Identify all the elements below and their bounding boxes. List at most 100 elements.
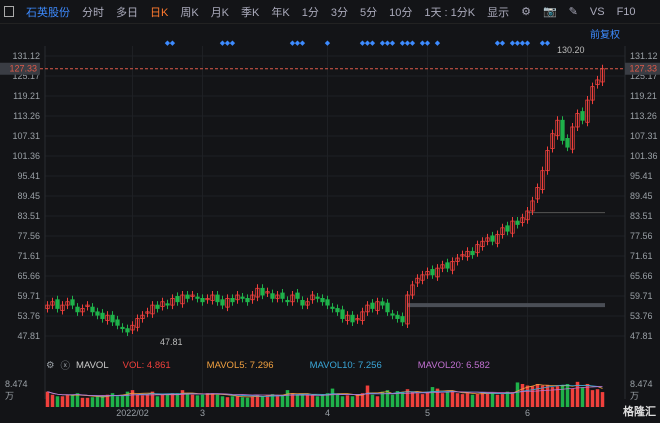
volume-bar: [280, 394, 285, 407]
volume-bar: [580, 387, 585, 407]
gear-icon[interactable]: ⚙: [46, 359, 55, 371]
tab-4[interactable]: 月K: [210, 6, 230, 19]
volume-bar: [540, 385, 545, 407]
price-tick-right: 71.61: [630, 251, 653, 261]
last-price-label: 127.33: [9, 64, 37, 74]
candle: [210, 294, 215, 301]
volume-bar: [330, 388, 335, 407]
price-tick: 83.51: [17, 211, 40, 221]
candle: [180, 294, 185, 305]
tab-9[interactable]: 5分: [359, 6, 378, 19]
volume-bar: [220, 396, 225, 407]
volume-bar: [535, 383, 540, 407]
price-tick: 65.66: [17, 271, 40, 281]
event-marker: ◆: [500, 40, 506, 47]
volume-bar: [410, 391, 415, 407]
event-marker: ◆: [525, 40, 531, 47]
volume-legend: ⚙ ⓧ MAVOL VOL: 4.861 MAVOL5: 7.296 MAVOL…: [46, 358, 496, 373]
tab-5[interactable]: 季K: [241, 6, 260, 19]
price-tick-right: 125.17: [630, 71, 658, 81]
candle: [435, 267, 440, 278]
volume-bar: [495, 394, 500, 407]
tab-1[interactable]: 多日: [116, 6, 138, 19]
candle: [220, 299, 225, 306]
tab-10[interactable]: 10分: [389, 6, 413, 19]
volume-bar: [140, 395, 145, 407]
volume-axis-top-right: 8.474: [630, 379, 653, 389]
volume-bar: [595, 389, 600, 407]
candle: [330, 306, 335, 309]
sidebar-toggle-icon[interactable]: [4, 6, 14, 17]
volume-bar: [215, 394, 220, 407]
volume-bar: [375, 396, 380, 407]
tab-6[interactable]: 年K: [271, 6, 290, 19]
volume-bar: [325, 393, 330, 407]
volume-bar: [100, 396, 105, 407]
f10-button[interactable]: F10: [616, 5, 636, 18]
price-tick: 53.76: [17, 311, 40, 321]
tab-8[interactable]: 3分: [330, 6, 348, 19]
volume-bar: [200, 394, 205, 407]
candle: [415, 277, 420, 284]
low-annotation: 47.81: [160, 337, 183, 347]
candle: [500, 227, 505, 235]
indicator-select[interactable]: MAVOL: [76, 359, 109, 371]
price-tick: 89.45: [17, 191, 40, 201]
kline-chart[interactable]: 131.12 131.12 125.17 125.17 119.21 119.21 113.…: [0, 24, 660, 423]
candle: [170, 297, 175, 306]
camera-icon[interactable]: 📷: [542, 6, 557, 18]
volume-bar: [500, 394, 505, 407]
volume-bar: [405, 389, 410, 407]
stock-name[interactable]: 石英股份: [26, 6, 70, 19]
candle: [410, 284, 415, 296]
adjust-mode[interactable]: 前复权: [590, 30, 620, 41]
candle: [355, 318, 360, 321]
event-marker: ◆: [225, 40, 231, 47]
tab-2[interactable]: 日K: [150, 6, 169, 19]
volume-bar: [385, 390, 390, 407]
candle: [45, 304, 50, 309]
candle: [585, 99, 590, 123]
close-icon[interactable]: ⓧ: [60, 361, 71, 372]
mavol20-line: [47, 386, 603, 396]
date-label: 5: [425, 408, 430, 418]
volume-bar: [225, 397, 230, 407]
tab-0[interactable]: 分时: [82, 6, 104, 19]
price-tick-right: 53.76: [630, 311, 653, 321]
volume-bar: [305, 394, 310, 407]
volume-bar: [155, 396, 160, 407]
volume-bar: [450, 391, 455, 407]
volume-bar: [465, 393, 470, 407]
candle: [200, 297, 205, 303]
volume-bar: [70, 394, 75, 407]
candle: [305, 301, 310, 306]
volume-bar: [180, 390, 185, 407]
candle: [55, 299, 60, 309]
volume-bar: [445, 392, 450, 407]
tab-3[interactable]: 周K: [180, 6, 199, 19]
volume-bar: [170, 393, 175, 407]
vs-button[interactable]: VS: [589, 5, 605, 18]
last-price-label: 127.33: [629, 64, 657, 74]
high-annotation: 130.20: [557, 45, 585, 55]
draw-icon[interactable]: ✎: [568, 6, 578, 18]
event-marker: ◆: [545, 40, 551, 47]
candle: [85, 304, 90, 307]
settings-icon[interactable]: ⚙: [521, 6, 531, 18]
event-marker: ◆: [325, 40, 331, 47]
candle: [195, 296, 200, 299]
volume-bar: [230, 396, 235, 407]
candle: [275, 294, 280, 299]
period-select[interactable]: 1天 : 1分K: [424, 6, 476, 19]
event-marker: ◆: [170, 40, 176, 47]
candle: [110, 314, 115, 323]
logo: 格隆汇: [623, 406, 656, 418]
volume-bar: [600, 392, 605, 407]
volume-bar: [525, 385, 530, 407]
candle: [570, 126, 575, 150]
candle: [375, 301, 380, 311]
candle: [270, 293, 275, 299]
display-menu[interactable]: 显示: [487, 6, 510, 19]
volume-bar: [240, 397, 245, 407]
tab-7[interactable]: 1分: [301, 6, 319, 19]
